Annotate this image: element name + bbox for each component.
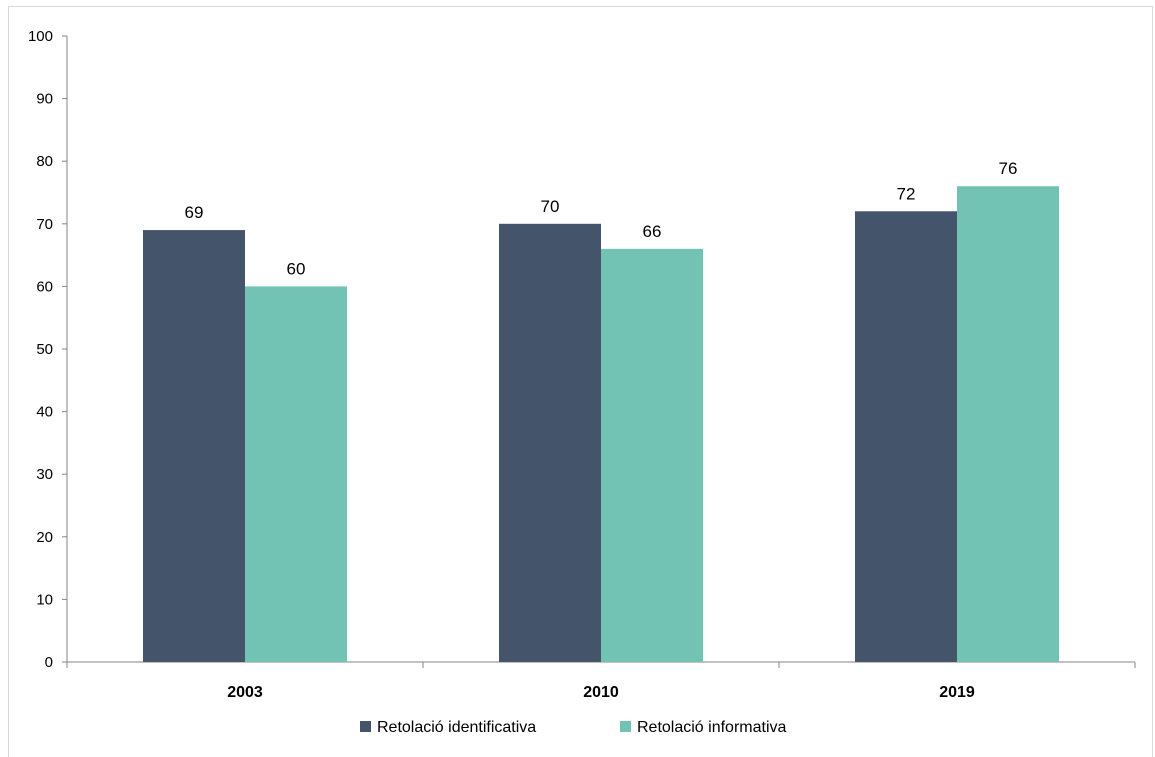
legend-label: Retolació identificativa — [377, 719, 536, 736]
data-label: 69 — [185, 203, 204, 222]
y-tick-label: 90 — [36, 91, 53, 108]
y-tick-label: 70 — [36, 216, 53, 233]
bar-identificativa-2019 — [855, 211, 957, 662]
legend-swatch — [360, 721, 371, 732]
data-label: 70 — [541, 197, 560, 216]
y-tick-label: 0 — [45, 654, 53, 671]
y-tick-label: 10 — [36, 591, 53, 608]
bar-informativa-2003 — [245, 286, 347, 662]
data-label: 76 — [999, 159, 1018, 178]
data-label: 66 — [643, 222, 662, 241]
y-axis: 0 10 20 30 40 50 60 70 80 90 100 — [28, 28, 68, 671]
data-labels: 69 60 70 66 72 76 — [185, 159, 1018, 278]
bar-informativa-2010 — [601, 248, 703, 662]
y-tick-label: 20 — [36, 529, 53, 546]
bars — [143, 186, 1059, 663]
y-tick-label: 60 — [36, 278, 53, 295]
legend-swatch — [620, 721, 631, 732]
y-tick-label: 50 — [36, 341, 53, 358]
legend: Retolació identificativa Retolació inform… — [360, 719, 787, 736]
y-tick-label: 40 — [36, 404, 53, 421]
x-category-label: 2010 — [583, 684, 619, 701]
bar-informativa-2019 — [957, 186, 1059, 663]
x-axis: 2003 2010 2019 — [66, 661, 1136, 701]
x-category-label: 2019 — [939, 684, 975, 701]
chart-frame — [8, 6, 1153, 757]
bar-identificativa-2010 — [499, 223, 601, 663]
data-label: 72 — [897, 184, 916, 203]
data-label: 60 — [287, 259, 306, 278]
bar-identificativa-2003 — [143, 230, 245, 662]
legend-label: Retolació informativa — [637, 719, 787, 736]
x-category-label: 2003 — [227, 684, 263, 701]
y-tick-label: 80 — [36, 153, 53, 170]
y-tick-label: 100 — [28, 28, 53, 45]
y-tick-label: 30 — [36, 466, 53, 483]
